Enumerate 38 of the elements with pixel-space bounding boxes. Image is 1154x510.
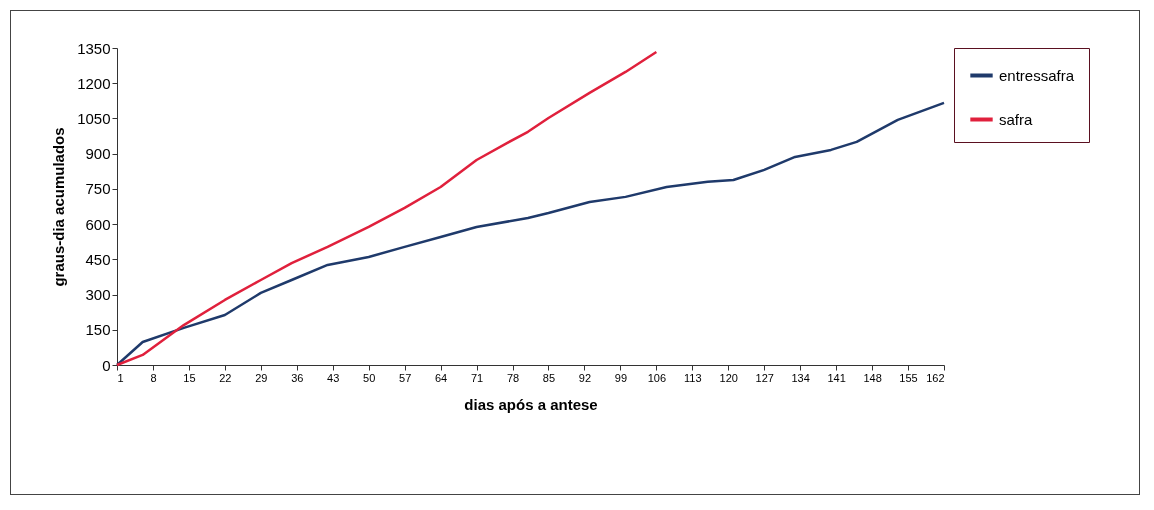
x-tick-label: 78 [506, 371, 520, 384]
y-tick-label: 1050 [77, 109, 111, 127]
x-tick-label: 127 [755, 371, 774, 384]
x-tick-label: 22 [219, 371, 232, 384]
x-tick-label: 141 [827, 371, 846, 384]
x-tick-label: 8 [150, 371, 157, 384]
y-tick-label: 300 [85, 286, 111, 304]
y-tick-label: 600 [85, 215, 111, 233]
x-tick-label: 29 [255, 371, 268, 384]
x-tick-label: 50 [363, 371, 376, 384]
y-tick-label: 900 [85, 145, 111, 163]
x-tick-label: 1 [117, 371, 124, 384]
x-tick-label: 92 [578, 371, 592, 384]
x-tick-label: 148 [863, 371, 882, 384]
legend-label: entressafra [999, 66, 1075, 84]
y-tick-label: 150 [85, 321, 111, 339]
y-tick-label: 0 [102, 356, 111, 374]
y-axis-title: graus-dia acumulados [50, 127, 68, 287]
x-tick-label: 99 [614, 371, 628, 384]
y-tick-label: 1200 [77, 74, 111, 92]
x-axis-title: dias após a antese [464, 395, 598, 413]
x-tick-label: 134 [791, 371, 810, 384]
x-tick-label: 106 [647, 371, 667, 384]
x-tick-label: 15 [183, 371, 196, 384]
x-tick-label: 162 [926, 371, 945, 384]
legend-label: safra [999, 110, 1033, 128]
x-tick-label: 120 [719, 371, 738, 384]
x-tick-label: 155 [899, 371, 918, 384]
y-tick-label: 750 [85, 180, 111, 198]
x-tick-label: 71 [470, 371, 484, 384]
x-tick-label: 85 [542, 371, 556, 384]
x-tick-label: 43 [327, 371, 340, 384]
x-tick-label: 113 [684, 371, 702, 384]
y-tick-label: 1350 [77, 39, 111, 57]
x-tick-label: 36 [291, 371, 304, 384]
x-tick-label: 57 [399, 371, 412, 384]
y-tick-label: 450 [85, 250, 111, 268]
x-tick-label: 64 [434, 371, 448, 384]
